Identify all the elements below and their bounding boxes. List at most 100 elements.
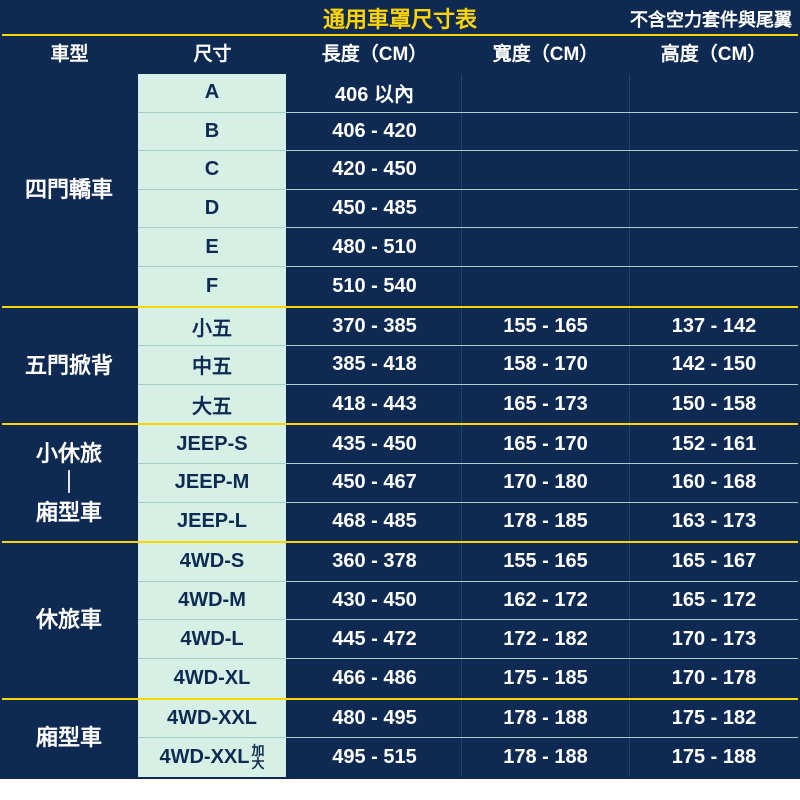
length-cell: 360 - 378 xyxy=(288,543,462,581)
length-cell: 406 - 420 xyxy=(288,113,462,151)
size-cell: 4WD-L xyxy=(138,620,288,658)
width-cell xyxy=(462,228,630,266)
width-cell: 178 - 188 xyxy=(462,700,630,738)
height-cell: 170 - 178 xyxy=(630,659,798,698)
table-row: 小五370 - 385155 - 165137 - 142 xyxy=(138,308,798,347)
header-size: 尺寸 xyxy=(138,36,288,74)
size-cell: D xyxy=(138,190,288,228)
height-cell: 142 - 150 xyxy=(630,346,798,384)
table-row: 4WD-S360 - 378155 - 165165 - 167 xyxy=(138,543,798,582)
table-row: E480 - 510 xyxy=(138,228,798,267)
length-cell: 385 - 418 xyxy=(288,346,462,384)
height-cell: 175 - 182 xyxy=(630,700,798,738)
type-cell: 廂型車 xyxy=(2,700,138,777)
size-cell: A xyxy=(138,74,288,112)
size-cell: 大五 xyxy=(138,385,288,424)
length-cell: 480 - 510 xyxy=(288,228,462,266)
height-cell: 152 - 161 xyxy=(630,425,798,463)
group-rows: 4WD-S360 - 378155 - 165165 - 1674WD-M430… xyxy=(138,543,798,697)
length-cell: 420 - 450 xyxy=(288,151,462,189)
height-cell: 165 - 172 xyxy=(630,582,798,620)
type-cell: 五門掀背 xyxy=(2,308,138,424)
group-rows: 小五370 - 385155 - 165137 - 142中五385 - 418… xyxy=(138,308,798,424)
size-cell: 4WD-M xyxy=(138,582,288,620)
table-row: JEEP-M450 - 467170 - 180160 - 168 xyxy=(138,464,798,503)
height-cell xyxy=(630,151,798,189)
table-row: 4WD-XXL加 大495 - 515178 - 188175 - 188 xyxy=(138,738,798,777)
length-cell: 510 - 540 xyxy=(288,267,462,306)
size-cell: 小五 xyxy=(138,308,288,346)
group-rows: 4WD-XXL480 - 495178 - 188175 - 1824WD-XX… xyxy=(138,700,798,777)
size-chart-table: 通用車罩尺寸表 不含空力套件與尾翼 車型 尺寸 長度（CM） 寬度（CM） 高度… xyxy=(0,0,800,779)
table-row: 大五418 - 443165 - 173150 - 158 xyxy=(138,385,798,424)
height-cell xyxy=(630,74,798,112)
height-cell: 160 - 168 xyxy=(630,464,798,502)
size-cell: E xyxy=(138,228,288,266)
table-row: 中五385 - 418158 - 170142 - 150 xyxy=(138,346,798,385)
table-note: 不含空力套件與尾翼 xyxy=(630,6,792,32)
table-row: 4WD-L445 - 472172 - 182170 - 173 xyxy=(138,620,798,659)
height-cell xyxy=(630,267,798,306)
table-row: A406 以內 xyxy=(138,74,798,113)
group-rows: A406 以內B406 - 420C420 - 450D450 - 485E48… xyxy=(138,74,798,306)
table-row: JEEP-S435 - 450165 - 170152 - 161 xyxy=(138,425,798,464)
length-cell: 370 - 385 xyxy=(288,308,462,346)
group: 五門掀背小五370 - 385155 - 165137 - 142中五385 -… xyxy=(2,308,798,426)
table-row: 4WD-XXL480 - 495178 - 188175 - 182 xyxy=(138,700,798,739)
height-cell xyxy=(630,190,798,228)
size-cell: JEEP-S xyxy=(138,425,288,463)
width-cell: 155 - 165 xyxy=(462,308,630,346)
group: 小休旅 ｜ 廂型車JEEP-S435 - 450165 - 170152 - 1… xyxy=(2,425,798,543)
height-cell: 137 - 142 xyxy=(630,308,798,346)
header-length: 長度（CM） xyxy=(288,36,462,74)
length-cell: 435 - 450 xyxy=(288,425,462,463)
table-row: 4WD-XL466 - 486175 - 185170 - 178 xyxy=(138,659,798,698)
width-cell: 162 - 172 xyxy=(462,582,630,620)
width-cell: 155 - 165 xyxy=(462,543,630,581)
height-cell: 165 - 167 xyxy=(630,543,798,581)
width-cell: 178 - 185 xyxy=(462,503,630,542)
height-cell: 170 - 173 xyxy=(630,620,798,658)
length-cell: 480 - 495 xyxy=(288,700,462,738)
width-cell xyxy=(462,113,630,151)
type-cell: 小休旅 ｜ 廂型車 xyxy=(2,425,138,541)
type-cell: 休旅車 xyxy=(2,543,138,697)
width-cell: 165 - 173 xyxy=(462,385,630,424)
width-cell xyxy=(462,151,630,189)
type-cell: 四門轎車 xyxy=(2,74,138,306)
table-row: F510 - 540 xyxy=(138,267,798,306)
width-cell: 178 - 188 xyxy=(462,738,630,777)
group: 廂型車4WD-XXL480 - 495178 - 188175 - 1824WD… xyxy=(2,700,798,777)
height-cell xyxy=(630,228,798,266)
size-cell: 中五 xyxy=(138,346,288,384)
width-cell xyxy=(462,267,630,306)
length-cell: 468 - 485 xyxy=(288,503,462,542)
width-cell: 175 - 185 xyxy=(462,659,630,698)
size-cell: 4WD-XXL xyxy=(138,700,288,738)
width-cell: 158 - 170 xyxy=(462,346,630,384)
width-cell xyxy=(462,74,630,112)
length-cell: 466 - 486 xyxy=(288,659,462,698)
width-cell: 170 - 180 xyxy=(462,464,630,502)
height-cell: 163 - 173 xyxy=(630,503,798,542)
size-cell: JEEP-L xyxy=(138,503,288,542)
table-row: 4WD-M430 - 450162 - 172165 - 172 xyxy=(138,582,798,621)
height-cell: 150 - 158 xyxy=(630,385,798,424)
size-cell: C xyxy=(138,151,288,189)
group: 休旅車4WD-S360 - 378155 - 165165 - 1674WD-M… xyxy=(2,543,798,699)
table-row: B406 - 420 xyxy=(138,113,798,152)
table-row: JEEP-L468 - 485178 - 185163 - 173 xyxy=(138,503,798,542)
header-row: 車型 尺寸 長度（CM） 寬度（CM） 高度（CM） xyxy=(2,36,798,74)
header-type: 車型 xyxy=(2,36,138,74)
size-cell: B xyxy=(138,113,288,151)
width-cell: 172 - 182 xyxy=(462,620,630,658)
header-width: 寬度（CM） xyxy=(462,36,630,74)
width-cell: 165 - 170 xyxy=(462,425,630,463)
group: 四門轎車A406 以內B406 - 420C420 - 450D450 - 48… xyxy=(2,74,798,308)
length-cell: 418 - 443 xyxy=(288,385,462,424)
height-cell: 175 - 188 xyxy=(630,738,798,777)
length-cell: 450 - 467 xyxy=(288,464,462,502)
size-cell: 4WD-XXL加 大 xyxy=(138,738,288,777)
table-row: C420 - 450 xyxy=(138,151,798,190)
size-cell: 4WD-XL xyxy=(138,659,288,698)
